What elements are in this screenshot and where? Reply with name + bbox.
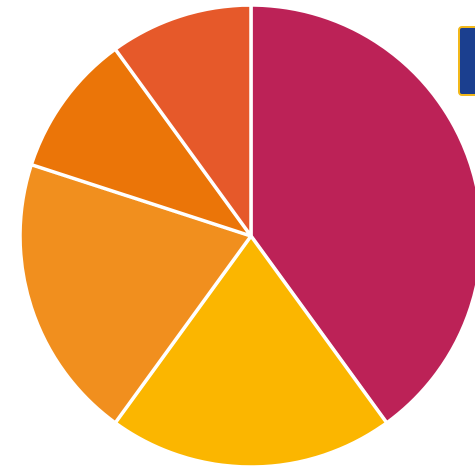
pie-slice-1	[249, 3, 475, 425]
pie-slice-2	[113, 234, 389, 469]
pie-slice-5	[113, 3, 253, 238]
partial-badge-edge	[458, 26, 475, 96]
pie-slice-4	[29, 47, 253, 238]
pie-slice-3	[18, 162, 253, 425]
pie-slices	[18, 3, 475, 469]
